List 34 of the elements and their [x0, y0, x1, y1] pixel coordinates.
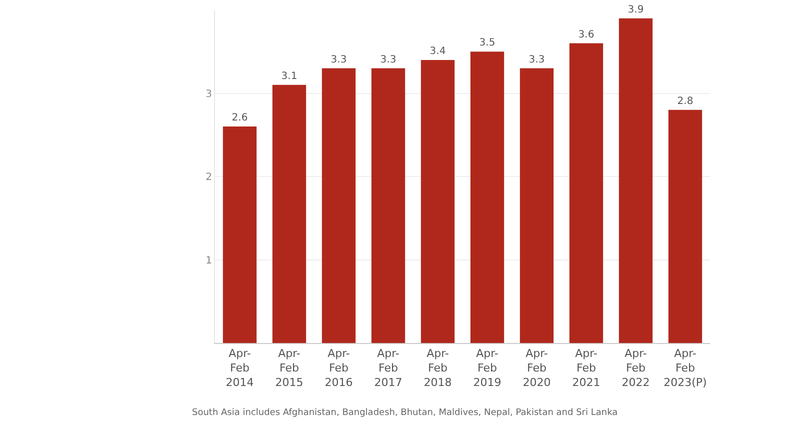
x-tick-label: Apr- Feb 2019	[473, 347, 502, 389]
bar	[618, 18, 653, 343]
data-label: 3.3	[528, 54, 545, 66]
y-tick-label: 3	[206, 88, 212, 100]
y-tick-label: 1	[206, 255, 212, 266]
data-label: 2.6	[232, 112, 248, 124]
data-label: 3.3	[330, 54, 347, 66]
bar	[222, 126, 257, 343]
text: South Asia includes Afghanistan, Bangladesh, Bhutan, Maldives, Nepal, Pakistan and Sri Lanka	[192, 408, 618, 418]
x-tick-label: Apr- Feb 2016	[324, 347, 353, 389]
x-tick-label: Apr- Feb 2014	[226, 347, 254, 389]
x-tick-label: Apr- Feb 2022	[622, 347, 650, 389]
data-label: 3.9	[628, 4, 644, 16]
data-label: 3.4	[430, 46, 446, 57]
data-label: 3.1	[281, 70, 298, 82]
data-label: 2.8	[677, 96, 694, 107]
bar	[470, 52, 504, 343]
x-tick-label: Apr- Feb 2020	[522, 347, 551, 389]
bar	[420, 60, 455, 343]
bar	[668, 110, 702, 343]
bar	[569, 43, 604, 343]
bar	[322, 68, 356, 343]
y-tick-label: 2	[206, 172, 212, 183]
data-label: 3.5	[479, 38, 496, 49]
x-tick-label: Apr- Feb 2018	[424, 347, 452, 389]
x-tick-label: Apr- Feb 2023(P)	[664, 347, 707, 389]
x-tick-label: Apr- Feb 2017	[374, 347, 402, 389]
bar	[272, 84, 306, 343]
x-tick-label: Apr- Feb 2021	[572, 347, 600, 389]
data-label: 3.3	[380, 54, 396, 66]
bar	[371, 68, 406, 343]
bar	[520, 68, 554, 343]
data-label: 3.6	[578, 29, 594, 40]
x-tick-label: Apr- Feb 2015	[275, 347, 304, 389]
